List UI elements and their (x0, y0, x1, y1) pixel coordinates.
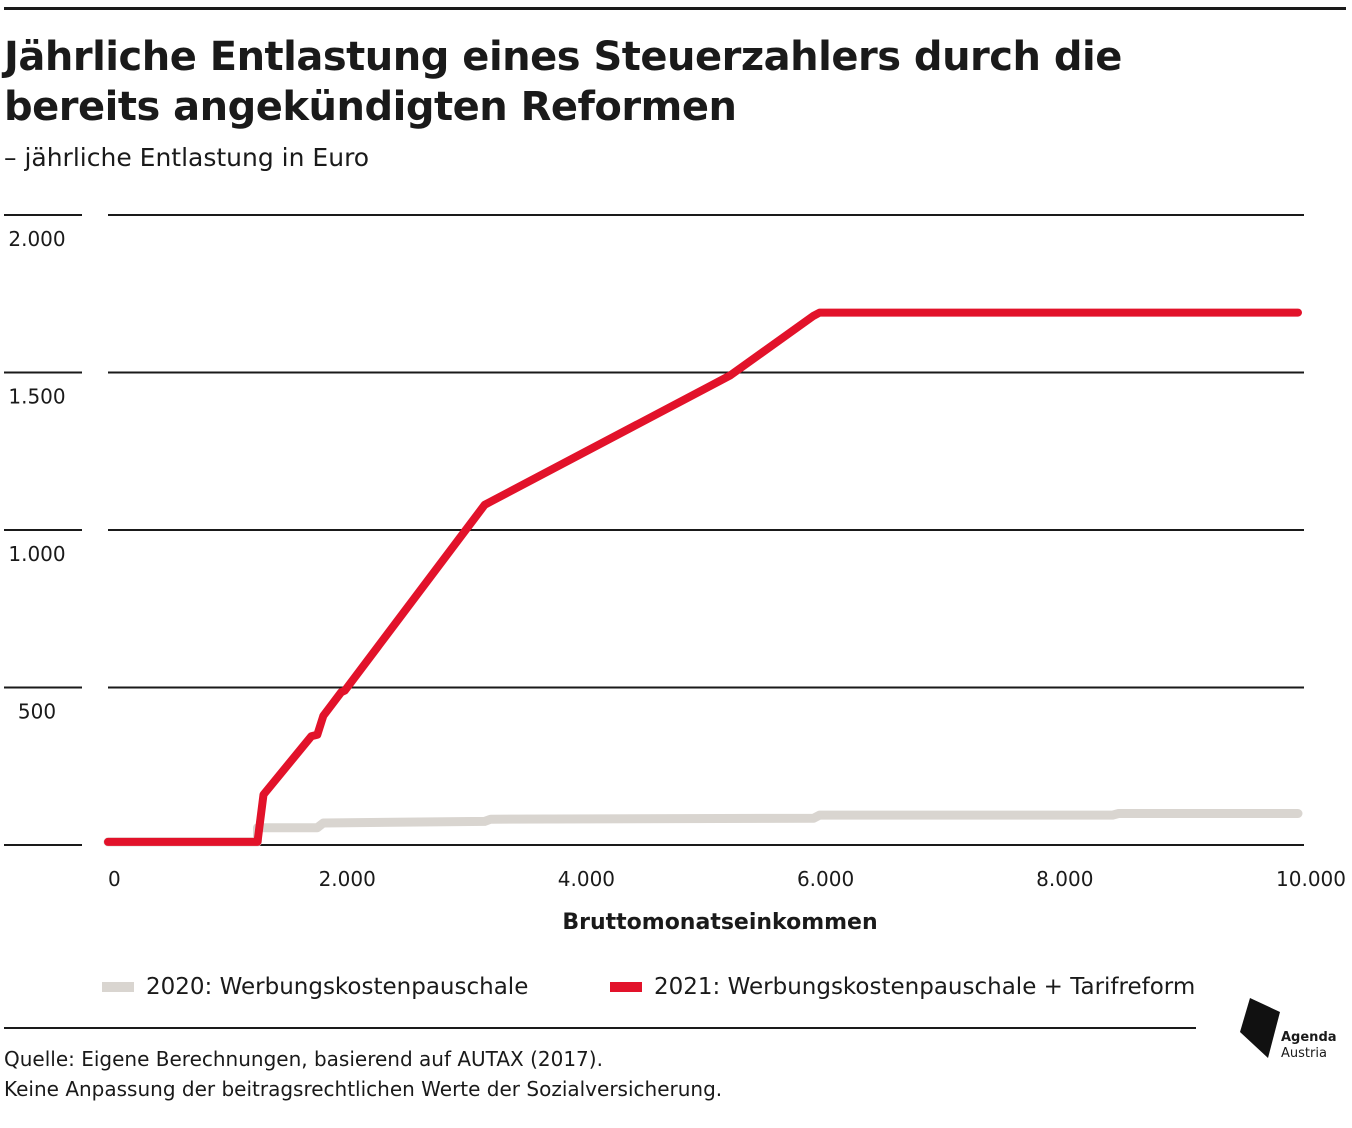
legend-label-2020: 2020: Werbungskostenpauschale (146, 974, 529, 1000)
grid-lines (4, 214, 1304, 846)
bottom-rule (4, 1027, 1196, 1029)
source-line-1: Quelle: Eigene Berechnungen, basierend a… (4, 1047, 603, 1071)
y-tick-label: 1.500 (8, 385, 65, 409)
x-tick-label: 8.000 (1036, 867, 1093, 891)
source-note: Quelle: Eigene Berechnungen, basierend a… (4, 1044, 1184, 1104)
x-tick-label: 6.000 (797, 867, 854, 891)
top-rule (4, 7, 1346, 10)
y-tick-label: 1.000 (8, 542, 65, 566)
legend: 2020: Werbungskostenpauschale 2021: Werb… (0, 970, 1352, 1006)
x-axis-ticks: 0 2.000 4.000 6.000 8.000 10.000 (108, 867, 1346, 891)
legend-swatch-2021 (610, 982, 642, 992)
series-lines (103, 308, 1303, 847)
series-line-2020 (103, 809, 1303, 847)
x-tick-label: 4.000 (558, 867, 615, 891)
y-tick-label: 2.000 (8, 227, 65, 251)
logo-text-agenda: Agenda (1281, 1030, 1337, 1045)
x-axis-label: Bruttomonatseinkommen (562, 910, 878, 935)
chart-title: Jährliche Entlastung eines Steuerzahlers… (4, 34, 1122, 130)
agenda-austria-logo-icon (1240, 998, 1280, 1058)
series-line-2021 (104, 308, 1302, 846)
x-tick-label: 0 (108, 867, 121, 891)
y-tick-label: 500 (18, 700, 56, 724)
logo-text-austria: Austria (1281, 1046, 1327, 1061)
legend-swatch-2020 (102, 982, 134, 992)
y-axis-ticks: 500 1.000 1.500 2.000 (8, 227, 65, 724)
legend-item-2020: 2020: Werbungskostenpauschale (102, 970, 528, 1004)
legend-label-2021: 2021: Werbungskostenpauschale + Tarifref… (654, 974, 1196, 1000)
x-tick-label: 2.000 (319, 867, 376, 891)
legend-item-2021: 2021: Werbungskostenpauschale + Tarifref… (610, 970, 1195, 1004)
source-line-2: Keine Anpassung der beitragsrechtlichen … (4, 1077, 723, 1101)
x-tick-label: 10.000 (1276, 867, 1346, 891)
chart-subtitle: – jährliche Entlastung in Euro (4, 143, 370, 172)
